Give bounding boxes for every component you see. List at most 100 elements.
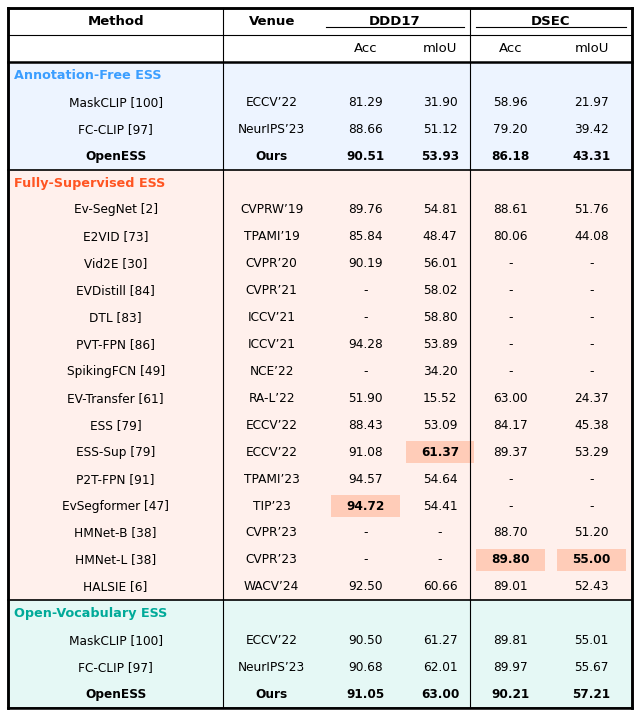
Text: -: -: [508, 257, 513, 270]
Text: 54.41: 54.41: [423, 500, 458, 513]
Text: ESS [79]: ESS [79]: [90, 419, 141, 432]
Text: RA-L’22: RA-L’22: [248, 392, 295, 405]
Text: 63.00: 63.00: [493, 392, 527, 405]
Text: 53.09: 53.09: [423, 419, 458, 432]
Text: ECCV’22: ECCV’22: [246, 96, 298, 109]
Text: mIoU: mIoU: [574, 42, 609, 55]
Text: CVPR’23: CVPR’23: [246, 553, 298, 566]
Text: 86.18: 86.18: [491, 150, 529, 163]
Text: -: -: [589, 338, 594, 351]
Bar: [476, 549, 545, 571]
Text: 21.97: 21.97: [574, 96, 609, 109]
Text: 90.51: 90.51: [346, 150, 385, 163]
Text: CVPR’20: CVPR’20: [246, 257, 298, 270]
Text: 51.20: 51.20: [574, 526, 609, 539]
Text: Annotation-Free ESS: Annotation-Free ESS: [14, 69, 161, 82]
Text: 51.90: 51.90: [348, 392, 383, 405]
Text: 85.84: 85.84: [348, 231, 383, 243]
Text: -: -: [508, 365, 513, 378]
Text: 56.01: 56.01: [423, 257, 458, 270]
Text: mIoU: mIoU: [423, 42, 458, 55]
Text: -: -: [363, 553, 367, 566]
Text: 84.17: 84.17: [493, 419, 527, 432]
Text: Open-Vocabulary ESS: Open-Vocabulary ESS: [14, 607, 167, 620]
Text: Ev-SegNet [2]: Ev-SegNet [2]: [74, 203, 157, 216]
Bar: [331, 495, 399, 517]
Text: 53.93: 53.93: [421, 150, 459, 163]
Text: HMNet-B [38]: HMNet-B [38]: [74, 526, 157, 539]
Text: -: -: [363, 526, 367, 539]
Text: 92.50: 92.50: [348, 581, 383, 594]
Text: 62.01: 62.01: [423, 661, 458, 674]
Text: OpenESS: OpenESS: [85, 150, 147, 163]
Text: ECCV’22: ECCV’22: [246, 446, 298, 459]
Text: 51.12: 51.12: [423, 122, 458, 135]
Text: TIP’23: TIP’23: [253, 500, 291, 513]
Text: -: -: [589, 473, 594, 485]
Text: 31.90: 31.90: [423, 96, 458, 109]
Text: 58.80: 58.80: [423, 311, 458, 324]
Text: OpenESS: OpenESS: [85, 688, 147, 701]
Text: MaskCLIP [100]: MaskCLIP [100]: [68, 96, 163, 109]
Text: -: -: [589, 284, 594, 297]
Text: -: -: [363, 311, 367, 324]
Text: -: -: [589, 257, 594, 270]
Text: 63.00: 63.00: [421, 688, 460, 701]
Bar: [557, 549, 626, 571]
Text: Ours: Ours: [255, 150, 288, 163]
Text: Acc: Acc: [499, 42, 522, 55]
Text: -: -: [508, 473, 513, 485]
Text: -: -: [589, 500, 594, 513]
Text: 89.81: 89.81: [493, 634, 528, 647]
Text: Venue: Venue: [248, 15, 295, 28]
Text: CVPR’21: CVPR’21: [246, 284, 298, 297]
Text: 88.70: 88.70: [493, 526, 527, 539]
Text: DSEC: DSEC: [531, 15, 571, 28]
Text: NCE’22: NCE’22: [250, 365, 294, 378]
Text: 53.89: 53.89: [423, 338, 458, 351]
Text: 91.05: 91.05: [346, 688, 385, 701]
Text: 55.67: 55.67: [574, 661, 609, 674]
Text: 89.37: 89.37: [493, 446, 527, 459]
Text: WACV’24: WACV’24: [244, 581, 300, 594]
Bar: [406, 442, 474, 463]
Text: ESS-Sup [79]: ESS-Sup [79]: [76, 446, 156, 459]
Text: 60.66: 60.66: [423, 581, 458, 594]
Text: 94.28: 94.28: [348, 338, 383, 351]
Text: 39.42: 39.42: [574, 122, 609, 135]
Text: Ours: Ours: [255, 688, 288, 701]
Text: DTL [83]: DTL [83]: [90, 311, 142, 324]
Text: 79.20: 79.20: [493, 122, 527, 135]
Text: 55.00: 55.00: [572, 553, 611, 566]
Text: ICCV’21: ICCV’21: [248, 311, 296, 324]
Text: 43.31: 43.31: [572, 150, 611, 163]
Text: 89.80: 89.80: [491, 553, 529, 566]
Bar: [8, 600, 632, 708]
Text: 45.38: 45.38: [574, 419, 609, 432]
Bar: [8, 62, 632, 170]
Text: 88.43: 88.43: [348, 419, 383, 432]
Text: 54.64: 54.64: [423, 473, 458, 485]
Text: EvSegformer [47]: EvSegformer [47]: [62, 500, 169, 513]
Text: SpikingFCN [49]: SpikingFCN [49]: [67, 365, 164, 378]
Text: -: -: [363, 365, 367, 378]
Text: TPAMI’23: TPAMI’23: [244, 473, 300, 485]
Text: CVPRW’19: CVPRW’19: [240, 203, 303, 216]
Text: CVPR’23: CVPR’23: [246, 526, 298, 539]
Text: Method: Method: [87, 15, 144, 28]
Text: NeurIPS’23: NeurIPS’23: [238, 122, 305, 135]
Text: PVT-FPN [86]: PVT-FPN [86]: [76, 338, 155, 351]
Text: -: -: [589, 365, 594, 378]
Text: 15.52: 15.52: [423, 392, 458, 405]
Text: 94.72: 94.72: [346, 500, 385, 513]
Text: TPAMI’19: TPAMI’19: [244, 231, 300, 243]
Text: -: -: [508, 284, 513, 297]
Text: 57.21: 57.21: [572, 688, 611, 701]
Text: 89.01: 89.01: [493, 581, 527, 594]
Text: HALSIE [6]: HALSIE [6]: [83, 581, 148, 594]
Text: MaskCLIP [100]: MaskCLIP [100]: [68, 634, 163, 647]
Text: 61.37: 61.37: [421, 446, 459, 459]
Text: 94.57: 94.57: [348, 473, 383, 485]
Text: FC-CLIP [97]: FC-CLIP [97]: [78, 122, 153, 135]
Text: 80.06: 80.06: [493, 231, 527, 243]
